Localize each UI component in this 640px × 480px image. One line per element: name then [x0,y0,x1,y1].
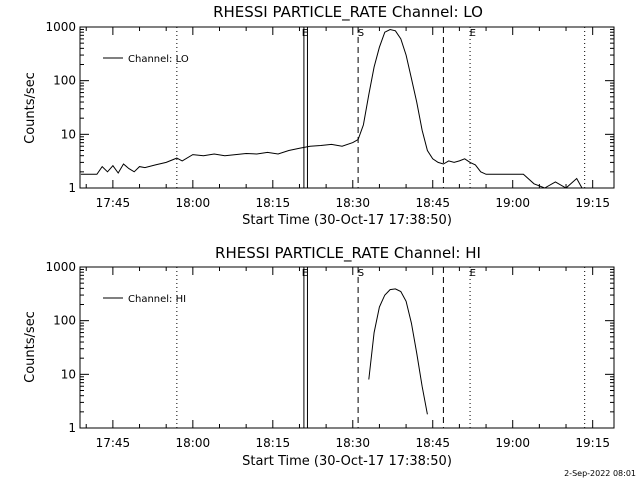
legend-entry-hi: Channel: HI [128,294,186,305]
chart-title-hi: RHESSI PARTICLE_RATE Channel: HI [215,244,481,263]
plot-frame [79,26,615,189]
y-tick-label: 1 [68,421,76,435]
event-mark-s: S [358,28,364,39]
x-tick-label: 18:30 [335,196,370,210]
x-tick-label: 18:15 [256,436,291,450]
y-tick-label: 1000 [45,20,76,34]
y-tick-label: 100 [53,74,76,88]
chart-title-lo: RHESSI PARTICLE_RATE Channel: LO [213,3,483,22]
y-axis-label-lo: Counts/sec [23,72,38,144]
x-tick-label: 18:00 [176,196,211,210]
x-tick-label: 18:30 [335,436,370,450]
legend-lo: Channel: LO [103,54,189,65]
x-tick-label: 18:45 [415,436,450,450]
x-tick-label: 18:00 [176,436,211,450]
y-tick-label: 1000 [45,260,76,274]
y-tick-label: 10 [61,127,76,141]
chart-panel-hi: RHESSI PARTICLE_RATE Channel: HI Counts/… [23,244,615,469]
event-mark-s: S [358,268,364,279]
x-axis-label-lo: Start Time (30-Oct-17 17:38:50) [242,213,452,228]
x-tick-label: 19:00 [495,196,530,210]
x-tick-label: 17:45 [96,436,131,450]
footer-date: 2-Sep-2022 08:01 [564,469,636,478]
x-tick-label: 19:15 [575,196,610,210]
x-tick-label: 18:45 [415,196,450,210]
series-line-lo [80,28,583,189]
y-tick-label: 100 [53,314,76,328]
x-tick-label: 19:00 [495,436,530,450]
y-tick-label: 10 [61,367,76,381]
chart-panel-lo: RHESSI PARTICLE_RATE Channel: LO Counts/… [23,3,615,228]
event-mark-e: E [302,268,308,279]
event-mark-e: E [302,28,308,39]
x-tick-label: 18:15 [256,196,291,210]
legend-hi: Channel: HI [103,294,186,305]
event-mark-e: E [470,28,476,39]
series-line-hi [368,288,428,415]
x-axis-label-hi: Start Time (30-Oct-17 17:38:50) [242,454,452,469]
plot-frame [79,266,615,429]
event-mark-e: E [470,268,476,279]
x-tick-label: 19:15 [575,436,610,450]
y-axis-label-hi: Counts/sec [23,311,38,383]
y-tick-label: 1 [68,181,76,195]
legend-entry-lo: Channel: LO [128,54,189,65]
x-tick-label: 17:45 [96,196,131,210]
